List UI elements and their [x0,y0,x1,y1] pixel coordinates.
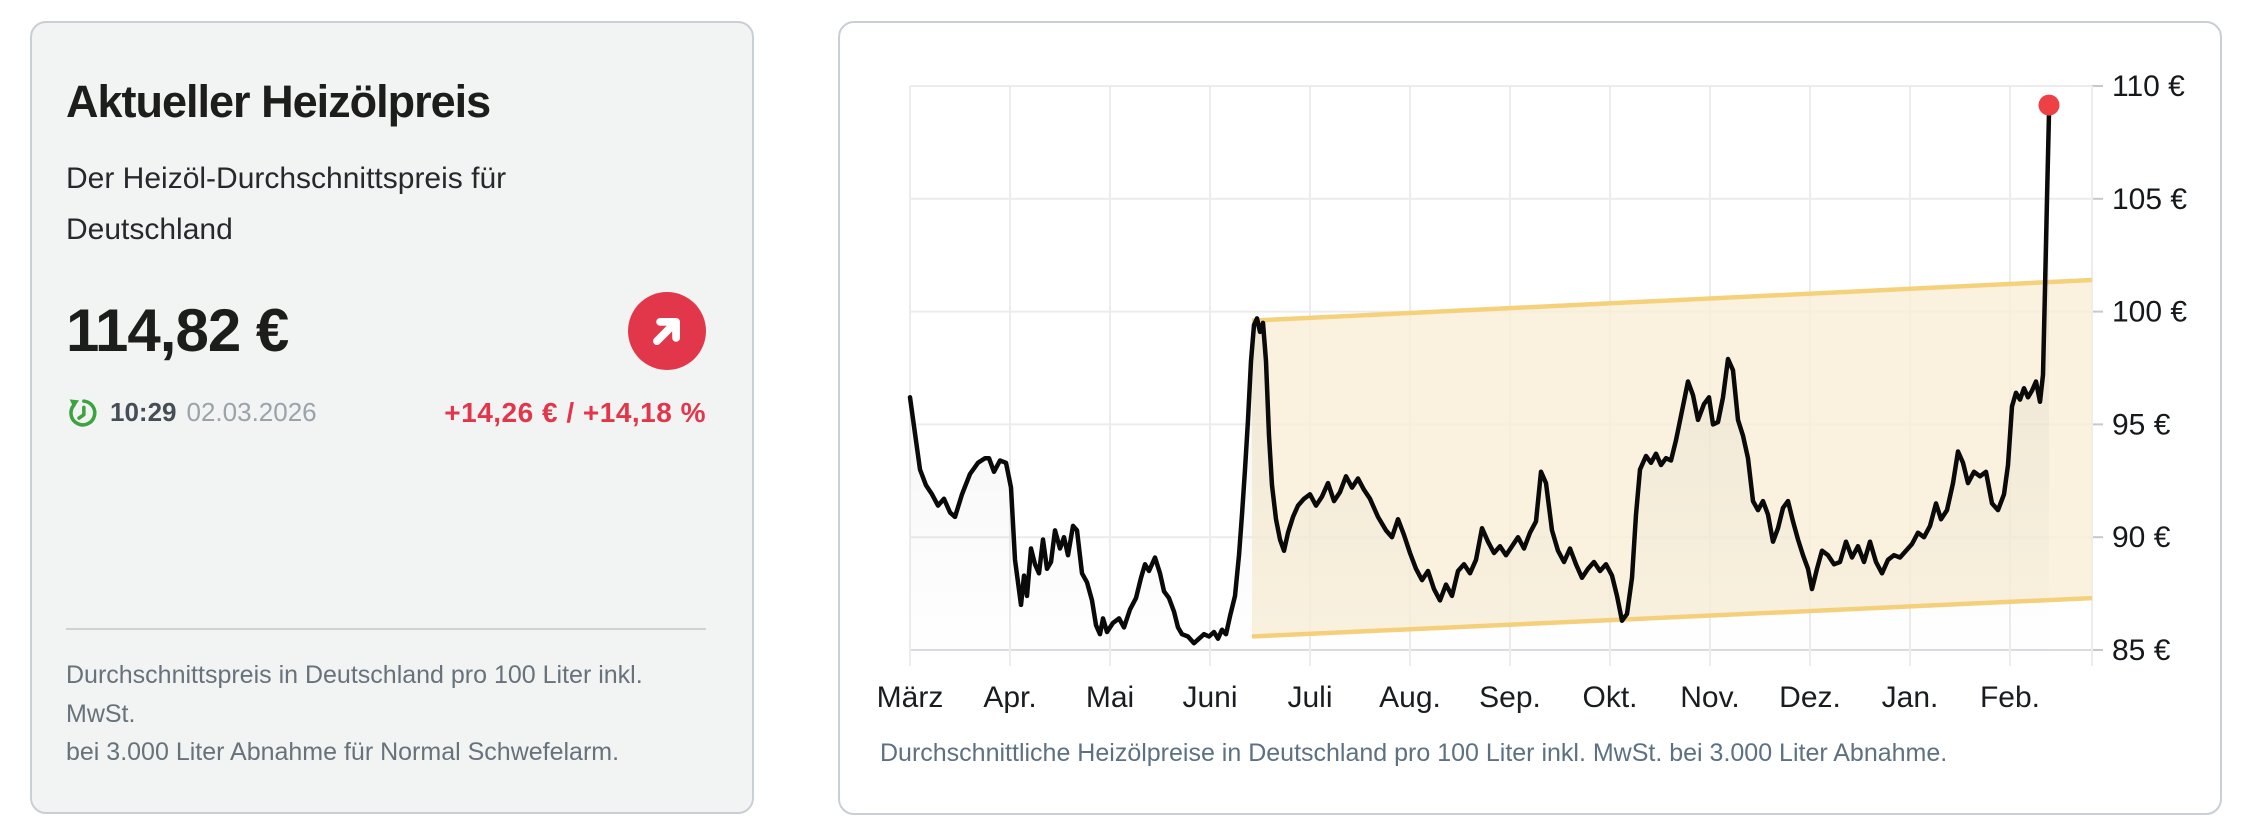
y-tick-label: 110 € [2112,70,2185,103]
x-tick-label: Mai [1086,681,1134,714]
arrow-up-right-icon [628,291,706,370]
subtitle: Der Heizöl-Durchschnittspreis für Deutsc… [66,153,706,256]
x-tick-label: Okt. [1582,681,1637,714]
price-row: 114,82 € [66,291,706,370]
updated-date: 02.03.2026 [186,397,317,428]
arrow-up-right-button[interactable] [628,291,706,370]
footnote-line-2: bei 3.000 Liter Abnahme für Normal Schwe… [66,738,620,767]
footnote-line-1: Durchschnittspreis in Deutschland pro 10… [66,660,643,728]
x-tick-label: Jan. [1882,681,1939,714]
x-tick-label: März [877,681,944,714]
last-price-marker [2038,94,2060,116]
page-title: Aktueller Heizölpreis [66,76,491,127]
price-chart[interactable]: 85 € 90 € 95 € 100 € 105 € 110 € März Apr. Mai Ju… [840,23,2220,813]
subtitle-line-2: Deutschland [66,213,233,247]
x-tick-label: Apr. [983,681,1036,714]
price-line [907,110,2052,646]
history-clock-icon [69,399,97,427]
y-tick-label: 90 € [2112,521,2171,554]
x-tick-label: Nov. [1680,681,1739,714]
updated-time: 10:29 [110,397,177,428]
x-tick-label: Sep. [1479,681,1541,714]
x-tick-label: Juni [1182,681,1237,714]
x-tick-label: Dez. [1779,681,1841,714]
x-tick-label: Juli [1287,681,1332,714]
y-tick-label: 95 € [2112,408,2171,441]
current-price: 114,82 € [66,297,289,365]
chart-caption: Durchschnittliche Heizölpreise in Deutsc… [880,739,1948,767]
current-price-card: Aktueller Heizölpreis Der Heizöl-Durchsc… [30,21,754,814]
y-tick-label: 105 € [2112,183,2187,216]
y-tick-label: 100 € [2112,296,2187,329]
y-tick-label: 85 € [2112,634,2171,667]
footnote: Durchschnittspreis in Deutschland pro 10… [66,656,706,772]
footnote-block: Durchschnittspreis in Deutschland pro 10… [66,627,706,772]
divider [66,627,706,630]
meta-row: 10:29 02.03.2026 +14,26 € / +14,18 % [66,396,706,430]
price-area [910,113,2049,667]
x-tick-label: Aug. [1379,681,1441,714]
price-chart-card: 85 € 90 € 95 € 100 € 105 € 110 € März Apr. Mai Ju… [838,21,2222,815]
x-tick-label: Feb. [1980,681,2040,714]
subtitle-line-1: Der Heizöl-Durchschnittspreis für [66,161,507,195]
trend-channel-top [1251,277,2093,323]
price-change: +14,26 € / +14,18 % [444,396,706,428]
